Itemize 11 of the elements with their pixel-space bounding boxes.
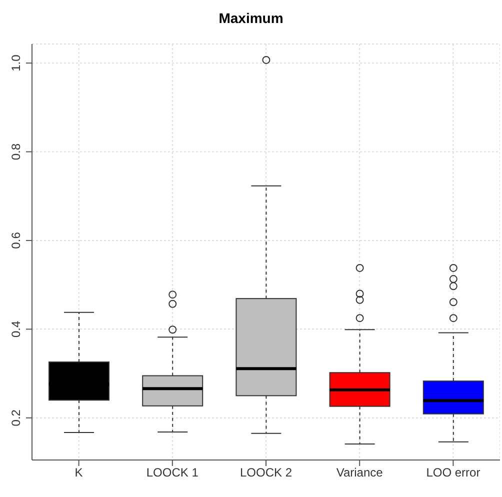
- y-tick-label: 0.8: [9, 143, 23, 160]
- x-tick-label: Variance: [336, 466, 384, 480]
- x-tick-label: LOOCK 2: [240, 466, 292, 480]
- x-tick-label: LOO error: [426, 466, 480, 480]
- chart-title: Maximum: [218, 9, 284, 28]
- y-tick-label: 0.6: [9, 232, 23, 249]
- y-tick-label: 0.4: [9, 320, 23, 338]
- x-tick-label: LOOCK 1: [146, 466, 199, 480]
- x-tick-label: K: [74, 466, 83, 480]
- y-tick-label: 0.2: [9, 409, 23, 426]
- y-tick-label: 1.0: [9, 54, 23, 72]
